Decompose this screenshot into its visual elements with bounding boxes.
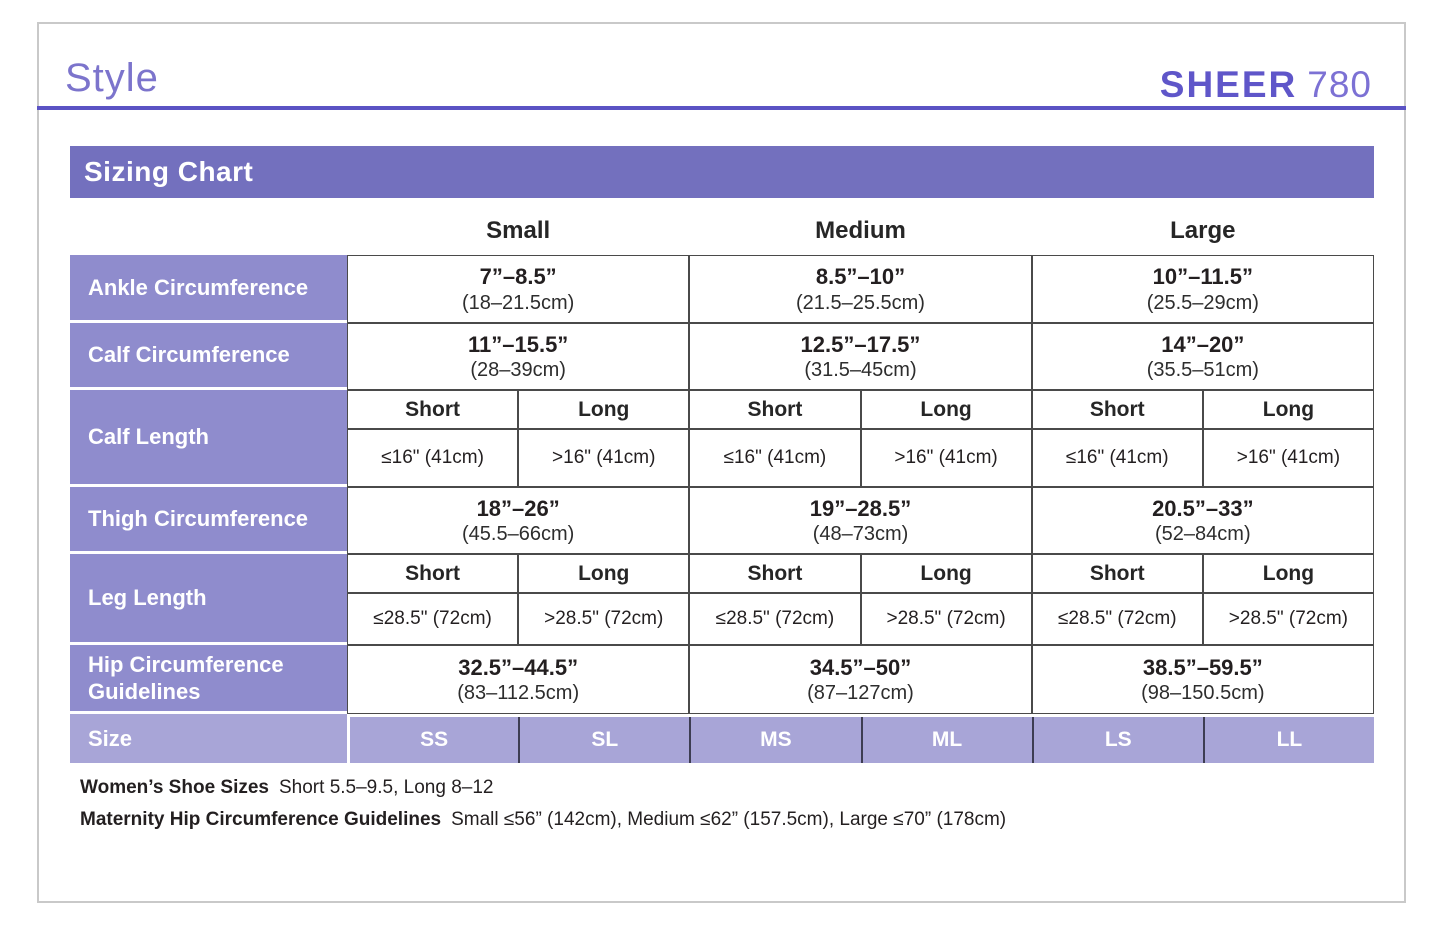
cell-inches: 8.5”–10” — [815, 264, 906, 290]
subheader-short: Short — [689, 390, 861, 429]
table-cell: >16" (41cm) — [518, 429, 690, 487]
cell-inches: 11”–15.5” — [468, 331, 569, 357]
table-cell: 38.5”–59.5” (98–150.5cm) — [1031, 645, 1374, 714]
column-header-medium: Medium — [815, 217, 906, 244]
cell-cm: (25.5–29cm) — [1146, 291, 1259, 314]
table-cell: 20.5”–33” (52–84cm) — [1031, 487, 1374, 554]
table-cell: 19”–28.5” (48–73cm) — [689, 487, 1032, 554]
table-cell: 10”–11.5” (25.5–29cm) — [1031, 255, 1374, 323]
sizing-table: Small Medium Large Ankle Circumference 7… — [70, 215, 1374, 763]
cell-cm: (87–127cm) — [807, 682, 914, 705]
table-cell: 12.5”–17.5” (31.5–45cm) — [689, 323, 1032, 390]
subheader-long: Long — [1202, 554, 1374, 593]
header-divider — [37, 106, 1406, 110]
table-cell: 14”–20” (35.5–51cm) — [1031, 323, 1374, 390]
subheader-long: Long — [1202, 390, 1374, 429]
subheader-short: Short — [347, 390, 519, 429]
section-header-bar: Sizing Chart — [70, 146, 1374, 198]
note-shoe-sizes: Women’s Shoe Sizes Short 5.5–9.5, Long 8–… — [80, 777, 493, 799]
cell-inches: 18”–26” — [476, 495, 560, 521]
subheader-long: Long — [518, 554, 690, 593]
row-label-ankle-circumference: Ankle Circumference — [70, 255, 347, 320]
cell-cm: (31.5–45cm) — [804, 359, 917, 382]
table-cell: ≤16" (41cm) — [689, 429, 861, 487]
table-cell: ≤16" (41cm) — [347, 429, 519, 487]
subheader-long: Long — [860, 554, 1032, 593]
size-code-sl: SL — [518, 717, 690, 763]
size-code-ms: MS — [689, 717, 861, 763]
column-header-small: Small — [486, 217, 551, 244]
cell-cm: (52–84cm) — [1155, 523, 1251, 546]
size-code-ss: SS — [350, 717, 519, 763]
note-shoe-sizes-value: Short 5.5–9.5, Long 8–12 — [279, 777, 494, 798]
cell-inches: 38.5”–59.5” — [1142, 654, 1263, 680]
row-label-calf-circumference: Calf Circumference — [70, 323, 347, 387]
row-label-size: Size — [70, 714, 347, 763]
row-label-thigh-circumference: Thigh Circumference — [70, 487, 347, 551]
table-cell: ≤28.5" (72cm) — [347, 593, 519, 645]
cell-inches: 20.5”–33” — [1152, 495, 1254, 521]
note-shoe-sizes-label: Women’s Shoe Sizes — [80, 777, 269, 798]
table-cell: >28.5" (72cm) — [860, 593, 1032, 645]
size-code-ll: LL — [1202, 717, 1374, 763]
cell-cm: (98–150.5cm) — [1141, 682, 1265, 705]
subheader-short: Short — [347, 554, 519, 593]
cell-cm: (48–73cm) — [812, 523, 909, 546]
subheader-short: Short — [1031, 554, 1203, 593]
subheader-long: Long — [860, 390, 1032, 429]
cell-inches: 10”–11.5” — [1152, 264, 1253, 290]
note-maternity-hip-label: Maternity Hip Circumference Guidelines — [80, 809, 442, 830]
row-label-leg-length: Leg Length — [70, 554, 347, 642]
table-cell: >16" (41cm) — [1202, 429, 1374, 487]
cell-inches: 34.5”–50” — [809, 654, 912, 680]
cell-cm: (45.5–66cm) — [462, 523, 575, 546]
cell-cm: (35.5–51cm) — [1146, 359, 1259, 382]
cell-cm: (21.5–25.5cm) — [796, 291, 925, 314]
note-maternity-hip: Maternity Hip Circumference Guidelines Sm… — [80, 809, 1006, 831]
note-maternity-hip-value: Small ≤56” (142cm), Medium ≤62” (157.5cm… — [451, 809, 1007, 830]
cell-inches: 32.5”–44.5” — [458, 654, 579, 680]
table-cell: ≤16" (41cm) — [1031, 429, 1203, 487]
subheader-short: Short — [689, 554, 861, 593]
page-title: Style — [65, 56, 159, 100]
page-frame: Style SHEER 780 Sizing Chart Small Medium… — [37, 22, 1406, 903]
table-cell: 18”–26” (45.5–66cm) — [347, 487, 690, 554]
subheader-short: Short — [1031, 390, 1203, 429]
table-corner-spacer — [70, 215, 347, 255]
table-cell: 32.5”–44.5” (83–112.5cm) — [347, 645, 690, 714]
cell-inches: 7”–8.5” — [479, 264, 557, 290]
table-cell: >16" (41cm) — [860, 429, 1032, 487]
brand-model-number: 780 — [1307, 64, 1372, 105]
cell-inches: 12.5”–17.5” — [800, 331, 921, 357]
table-cell: >28.5" (72cm) — [518, 593, 690, 645]
row-label-hip-circumference-guidelines: Hip Circumference Guidelines — [70, 645, 347, 711]
section-title: Sizing Chart — [84, 156, 254, 187]
size-code-ls: LS — [1031, 717, 1203, 763]
row-label-calf-length: Calf Length — [70, 390, 347, 484]
table-cell: 7”–8.5” (18–21.5cm) — [347, 255, 690, 323]
column-header-large: Large — [1170, 217, 1236, 244]
table-cell: 34.5”–50” (87–127cm) — [689, 645, 1032, 714]
size-code-ml: ML — [860, 717, 1032, 763]
cell-inches: 14”–20” — [1161, 331, 1245, 357]
table-cell: >28.5" (72cm) — [1202, 593, 1374, 645]
cell-cm: (28–39cm) — [470, 359, 566, 382]
table-cell: ≤28.5" (72cm) — [1031, 593, 1203, 645]
brand-lockup: SHEER 780 — [1160, 64, 1372, 106]
table-cell: 8.5”–10” (21.5–25.5cm) — [689, 255, 1032, 323]
cell-cm: (18–21.5cm) — [462, 291, 575, 314]
table-cell: 11”–15.5” (28–39cm) — [347, 323, 690, 390]
cell-cm: (83–112.5cm) — [457, 682, 580, 705]
cell-inches: 19”–28.5” — [809, 495, 912, 521]
table-cell: ≤28.5" (72cm) — [689, 593, 861, 645]
brand-name: SHEER — [1159, 64, 1298, 105]
subheader-long: Long — [518, 390, 690, 429]
